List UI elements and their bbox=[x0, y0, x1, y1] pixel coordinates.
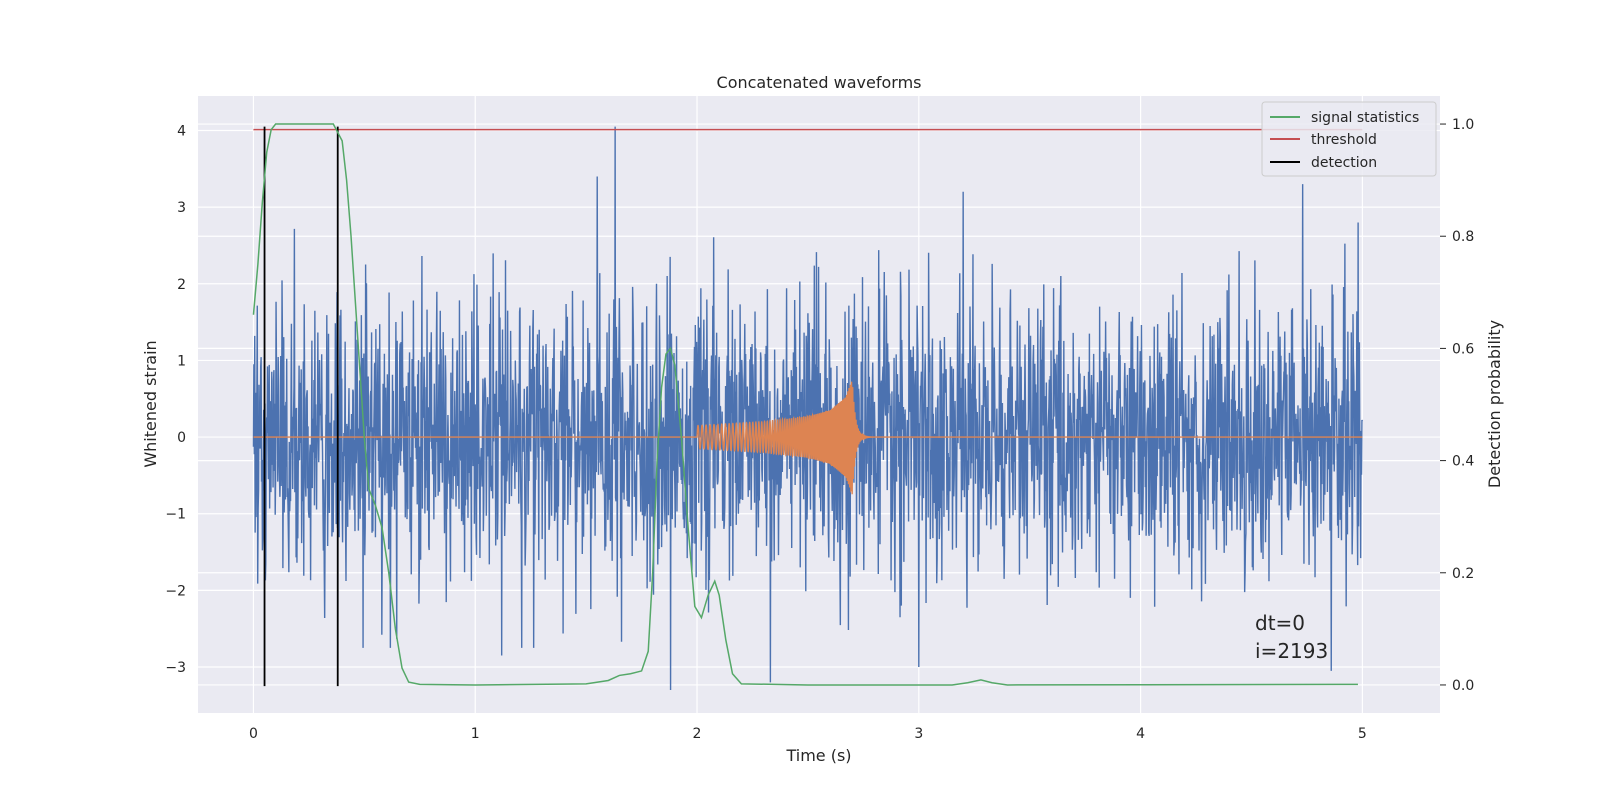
annotation-dt: dt=0 bbox=[1255, 611, 1305, 635]
y2-tick-label: 0.0 bbox=[1452, 678, 1474, 694]
y-tick-label: −1 bbox=[165, 507, 186, 523]
strain-noise-line bbox=[252, 126, 1364, 691]
axes: 0 1 2 3 4 5 −3 −2 −1 0 1 2 3 4 0.0 0.2 0.4 0.6 0.8 1.0 bbox=[165, 117, 1474, 742]
legend: signal statistics threshold detection bbox=[1261, 101, 1437, 177]
y-tick-label: 0 bbox=[177, 430, 186, 446]
legend-label-signal-statistics: signal statistics bbox=[1311, 110, 1419, 126]
detection-lines bbox=[263, 126, 339, 687]
x-tick-label: 0 bbox=[249, 726, 258, 742]
x-tick-label: 5 bbox=[1358, 726, 1367, 742]
x-axis-label: Time (s) bbox=[785, 746, 851, 765]
legend-label-detection: detection bbox=[1311, 155, 1377, 171]
series-layer bbox=[252, 123, 1364, 691]
y2-tick-label: 1.0 bbox=[1452, 117, 1474, 133]
x-tick-label: 3 bbox=[914, 726, 923, 742]
x-tick-label: 4 bbox=[1136, 726, 1145, 742]
y-tick-label: 1 bbox=[177, 353, 186, 369]
annotation: dt=0 i=2193 bbox=[1255, 611, 1328, 663]
y2-tick-label: 0.8 bbox=[1452, 229, 1474, 245]
y-tick-label: 4 bbox=[177, 123, 186, 139]
x-tick-label: 2 bbox=[693, 726, 702, 742]
signal-statistics-line bbox=[252, 123, 1358, 686]
x-tick-label: 1 bbox=[471, 726, 480, 742]
annotation-index: i=2193 bbox=[1255, 639, 1328, 663]
y2-tick-label: 0.4 bbox=[1452, 454, 1474, 470]
chart-title: Concatenated waveforms bbox=[717, 73, 922, 92]
legend-label-threshold: threshold bbox=[1311, 132, 1377, 148]
legend-frame bbox=[1261, 101, 1437, 177]
y2-axis-label: Detection probability bbox=[1485, 320, 1504, 488]
y-tick-label: 3 bbox=[177, 200, 186, 216]
y2-tick-label: 0.2 bbox=[1452, 566, 1474, 582]
y-tick-label: 2 bbox=[177, 277, 186, 293]
y-tick-label: −2 bbox=[165, 583, 186, 599]
y-axis-label: Whitened strain bbox=[141, 340, 160, 467]
y-tick-label: −3 bbox=[165, 660, 186, 676]
chirp-waveform-line bbox=[253, 381, 1363, 495]
y2-tick-label: 0.6 bbox=[1452, 341, 1474, 357]
